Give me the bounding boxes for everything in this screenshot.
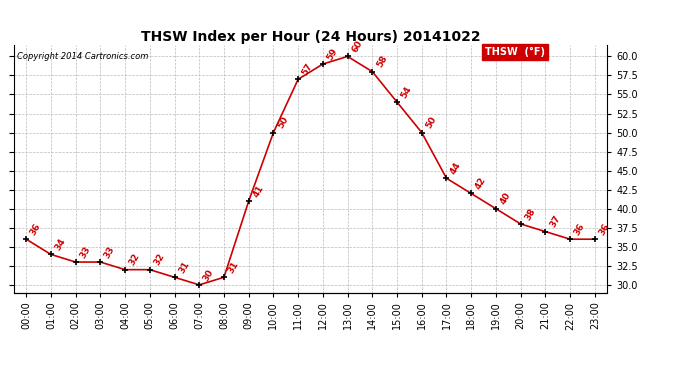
Text: 32: 32 (152, 252, 166, 267)
Text: 50: 50 (276, 115, 290, 130)
Text: 32: 32 (128, 252, 141, 267)
Text: 40: 40 (498, 191, 513, 207)
Text: 41: 41 (251, 183, 265, 199)
Text: 38: 38 (523, 206, 538, 222)
Text: 59: 59 (326, 46, 339, 62)
Text: 42: 42 (474, 176, 488, 191)
Text: THSW  (°F): THSW (°F) (485, 47, 545, 57)
Text: 34: 34 (53, 237, 68, 252)
Text: 54: 54 (400, 84, 413, 100)
Text: 44: 44 (449, 160, 463, 176)
Text: 36: 36 (598, 222, 611, 237)
Text: 30: 30 (201, 267, 216, 283)
Text: 50: 50 (424, 115, 438, 130)
Text: 31: 31 (177, 260, 191, 275)
Text: 33: 33 (103, 244, 117, 260)
Text: 36: 36 (573, 222, 586, 237)
Title: THSW Index per Hour (24 Hours) 20141022: THSW Index per Hour (24 Hours) 20141022 (141, 30, 480, 44)
Text: 58: 58 (375, 54, 389, 69)
Text: 36: 36 (29, 222, 43, 237)
Text: Copyright 2014 Cartronics.com: Copyright 2014 Cartronics.com (17, 53, 148, 62)
Text: 37: 37 (548, 214, 562, 229)
Text: 31: 31 (226, 260, 241, 275)
Text: 60: 60 (350, 39, 364, 54)
Text: 57: 57 (301, 62, 315, 77)
Text: 33: 33 (78, 244, 92, 260)
